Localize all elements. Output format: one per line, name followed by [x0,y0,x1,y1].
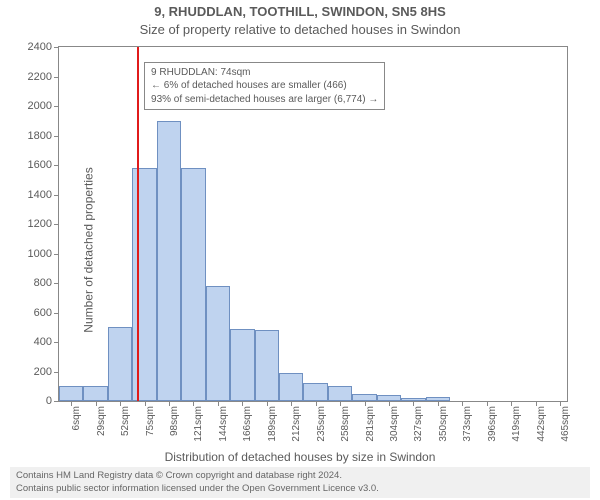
x-tick-label: 419sqm [511,406,522,442]
y-tick-label: 1600 [28,159,52,171]
x-tick-label: 52sqm [120,406,131,436]
y-tick-label: 800 [34,277,52,289]
y-tick [54,372,59,373]
info-box-line: 93% of semi-detached houses are larger (… [151,93,378,107]
y-tick-label: 0 [46,395,52,407]
x-tick-label: 304sqm [389,406,400,442]
y-tick-label: 400 [34,336,52,348]
x-tick-label: 235sqm [316,406,327,442]
histogram-bar [352,394,376,401]
footer-attribution: Contains HM Land Registry data © Crown c… [10,467,590,498]
histogram-bar [108,327,132,401]
y-tick [54,195,59,196]
histogram-bar [83,386,107,401]
x-tick-label: 212sqm [291,406,302,442]
x-tick-label: 189sqm [267,406,278,442]
y-tick-label: 1800 [28,130,52,142]
y-tick [54,313,59,314]
reference-line [137,47,139,401]
x-tick-label: 166sqm [242,406,253,442]
x-tick-label: 327sqm [413,406,424,442]
footer-line: Contains HM Land Registry data © Crown c… [16,470,584,482]
x-tick-label: 396sqm [487,406,498,442]
histogram-bar [59,386,83,401]
y-tick [54,77,59,78]
histogram-bar [181,168,205,401]
x-tick-label: 6sqm [71,406,82,430]
y-tick-label: 1400 [28,189,52,201]
y-tick [54,401,59,402]
y-tick-label: 600 [34,307,52,319]
y-tick [54,165,59,166]
x-tick-label: 75sqm [145,406,156,436]
y-tick [54,47,59,48]
x-tick-label: 465sqm [560,406,571,442]
y-tick-label: 1200 [28,218,52,230]
x-tick-label: 373sqm [462,406,473,442]
y-tick [54,136,59,137]
histogram-bar [328,386,352,401]
x-tick-label: 98sqm [169,406,180,436]
y-tick [54,224,59,225]
histogram-bar [157,121,181,401]
y-tick-label: 2200 [28,71,52,83]
y-tick-label: 200 [34,366,52,378]
x-tick-label: 442sqm [536,406,547,442]
histogram-bar [279,373,303,401]
histogram-bar [303,383,327,401]
x-tick-label: 144sqm [218,406,229,442]
y-tick [54,342,59,343]
histogram-bar [206,286,230,401]
x-tick-label: 281sqm [365,406,376,442]
x-tick-label: 350sqm [438,406,449,442]
x-tick-label: 258sqm [340,406,351,442]
footer-line: Contains public sector information licen… [16,483,584,495]
x-axis-label: Distribution of detached houses by size … [0,450,600,464]
plot-area: 0200400600800100012001400160018002000220… [58,46,568,402]
y-tick-label: 2000 [28,100,52,112]
y-tick-label: 2400 [28,41,52,53]
y-tick [54,283,59,284]
histogram-bar [255,330,279,401]
info-box-line: 9 RHUDDLAN: 74sqm [151,66,378,80]
info-box-line: ← 6% of detached houses are smaller (466… [151,79,378,93]
chart-subtitle: Size of property relative to detached ho… [0,22,600,37]
x-tick-label: 29sqm [96,406,107,436]
info-box: 9 RHUDDLAN: 74sqm← 6% of detached houses… [144,62,385,111]
x-tick-label: 121sqm [193,406,204,442]
y-tick [54,106,59,107]
histogram-bar [230,329,254,401]
chart-container: 9, RHUDDLAN, TOOTHILL, SWINDON, SN5 8HS … [0,0,600,500]
page-title: 9, RHUDDLAN, TOOTHILL, SWINDON, SN5 8HS [0,4,600,19]
y-tick [54,254,59,255]
y-tick-label: 1000 [28,248,52,260]
